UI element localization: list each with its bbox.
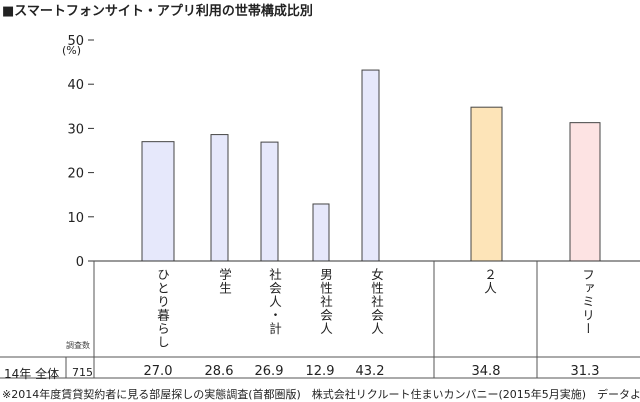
y-tick-label: 30 xyxy=(67,122,84,137)
value-label: 26.9 xyxy=(254,364,284,379)
value-label: 31.3 xyxy=(570,364,600,379)
value-label: 34.8 xyxy=(471,364,501,379)
y-tick-label: 50 xyxy=(67,34,84,49)
value-label: 43.2 xyxy=(355,364,385,379)
category-label: 女性社会人 xyxy=(369,268,384,336)
bar-5 xyxy=(361,69,380,262)
sample-size-header: 調査数 xyxy=(66,341,90,350)
value-label: 12.9 xyxy=(305,364,335,379)
y-tick-label: 0 xyxy=(76,255,84,270)
bar-2 xyxy=(210,134,229,262)
category-label: ファミリー xyxy=(580,268,595,336)
bar-3 xyxy=(260,141,279,262)
value-label: 28.6 xyxy=(204,364,234,379)
footnote: ※2014年度賃貸契約者に見る部屋探しの実態調査(首都圏版) 株式会社リクルート… xyxy=(2,388,640,401)
row-label: 14年 全体 xyxy=(4,367,60,381)
y-tick-label: 10 xyxy=(67,211,84,226)
chart-title: ■スマートフォンサイト・アプリ利用の世帯構成比別 xyxy=(2,4,313,19)
bar-6 xyxy=(470,106,503,262)
bar-4 xyxy=(312,203,330,262)
category-label: ２人 xyxy=(482,268,497,295)
sample-size-value: 715 xyxy=(72,366,93,379)
bars-layer xyxy=(141,69,601,262)
category-label: 男性社会人 xyxy=(318,268,333,336)
axis-layer: 50 40 30 20 10 0 xyxy=(67,34,94,270)
category-label: ひとり暮らし xyxy=(155,268,170,349)
y-axis-unit: (%) xyxy=(62,44,82,57)
table-lines xyxy=(0,260,640,379)
bar-1 xyxy=(141,141,175,262)
category-label: 社会人・計 xyxy=(267,268,282,336)
category-label: 学生 xyxy=(217,268,232,295)
value-label: 27.0 xyxy=(143,364,173,379)
y-tick-label: 40 xyxy=(67,78,84,93)
y-tick-label: 20 xyxy=(67,167,84,182)
bar-7 xyxy=(569,122,601,262)
